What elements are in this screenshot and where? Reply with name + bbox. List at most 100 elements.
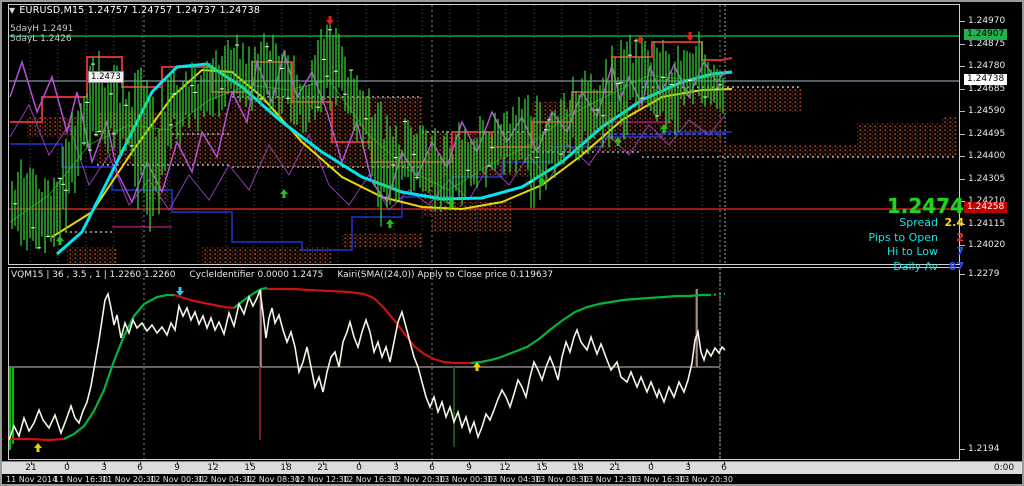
cycle-signal-curve	[267, 287, 471, 365]
price-badge: 1.24907	[964, 29, 1008, 40]
hour-tick	[286, 462, 287, 465]
hour-label: 0	[356, 463, 362, 473]
current-time-label: 0:00	[993, 463, 1015, 473]
buy-signal-arrow-icon	[386, 219, 394, 228]
main-chart-panel[interactable]	[8, 4, 960, 265]
axis-tick-mark	[960, 89, 965, 90]
info-row: Hi to Low 7	[868, 245, 964, 260]
vq-header-text: VQM15 | 36 , 3.5 , 1 | 1.2260 1.2260	[11, 270, 176, 280]
axis-tick-mark	[960, 156, 965, 157]
date-time-label: 11 Nov 20:30	[102, 475, 156, 484]
axis-tick-mark	[960, 134, 965, 135]
axis-tick-mark	[960, 449, 965, 450]
date-time-label: 12 Nov 00:30	[150, 475, 204, 484]
hour-tick	[250, 462, 251, 465]
collapse-triangle-icon[interactable]: ▼	[9, 6, 16, 15]
date-time-label: 11 Nov 16:30	[54, 475, 108, 484]
sell-signal-arrow-icon	[686, 32, 694, 41]
hour-label: 3	[393, 463, 399, 473]
price-axis-label: 1.2194	[968, 444, 1000, 454]
sell-signal-arrow-icon	[326, 16, 334, 25]
buy-signal-arrow-icon	[538, 177, 546, 186]
hour-tick	[104, 462, 105, 465]
ichimoku-cloud-region	[342, 234, 422, 247]
price-axis-label: 1.24780	[968, 61, 1006, 71]
hour-label: 9	[174, 463, 180, 473]
cycle-signal-curve	[470, 293, 709, 365]
hour-tick	[177, 462, 178, 465]
hour-label: 3	[101, 463, 107, 473]
price-axis-label: 1.24875	[968, 39, 1006, 49]
cycle-signal-curve	[63, 293, 174, 440]
price-axis-label: 1.24115	[968, 219, 1006, 229]
price-axis-label: 1.24210	[968, 196, 1006, 206]
info-value: 7	[956, 245, 964, 258]
hour-tick	[31, 462, 32, 465]
up-arrow-icon	[473, 362, 481, 371]
buy-signal-arrow-icon	[660, 124, 668, 133]
price-axis-label: 1.24400	[968, 151, 1006, 161]
hour-tick	[323, 462, 324, 465]
info-label: Pips to Open	[868, 230, 938, 244]
date-time-label: 11 Nov 2014	[6, 475, 58, 484]
info-row: Daily Av 87	[868, 260, 964, 275]
ichimoku-cloud-region	[202, 247, 332, 264]
up-arrow-icon	[34, 443, 42, 452]
axis-tick-mark	[960, 245, 965, 246]
time-axis[interactable]: 11 Nov 2014 11 Nov 16:30 11 Nov 20:30 12 No…	[2, 474, 1022, 484]
hour-label: 18	[280, 463, 292, 473]
info-label: Hi to Low	[886, 245, 938, 258]
main-chart-canvas[interactable]	[9, 5, 959, 264]
cycle-signal-curve	[233, 286, 268, 309]
price-tag-label: 1.2473	[88, 71, 124, 83]
cycle-signal-curve	[173, 293, 235, 310]
hour-label: 15	[536, 463, 548, 473]
blue-step-line	[10, 131, 732, 251]
info-value: 2	[956, 230, 964, 244]
chart-title: ▼ EURUSD,M15 1.24757 1.24757 1.24737 1.24…	[9, 5, 260, 16]
purple-zigzag-fast	[9, 49, 726, 204]
info-value: 87	[948, 259, 964, 273]
date-time-label: 13 Nov 16:30	[631, 475, 685, 484]
buy-signal-arrow-icon	[280, 189, 288, 198]
indicator-subpanel[interactable]	[8, 267, 960, 460]
cycle-signal-curve	[9, 437, 65, 442]
overlay-level-label: 5dayL 1.2426	[10, 34, 72, 44]
price-badge: 1.24738	[964, 74, 1008, 85]
price-axis-label: 1.24685	[968, 84, 1006, 94]
hour-tick	[688, 462, 689, 465]
axis-tick-mark	[960, 66, 965, 67]
hour-tick	[578, 462, 579, 465]
hour-tick	[542, 462, 543, 465]
info-label: Daily Av	[893, 259, 938, 273]
hour-label: 0	[64, 463, 70, 473]
price-axis-label: 1.24020	[968, 240, 1006, 250]
date-time-label: 13 Nov 04:30	[487, 475, 541, 484]
hour-scale-strip[interactable]: 21 0 3 6 9 12 15 18 21 0 3 6 9 12 15 18 21 0 3 6 0:00	[2, 461, 1022, 475]
info-row: Pips to Open 2	[868, 231, 964, 246]
info-row: Spread 2.4	[868, 216, 964, 231]
sell-signal-arrow-icon	[636, 35, 644, 44]
price-badge: 1.24258	[964, 202, 1008, 213]
hour-tick	[67, 462, 68, 465]
hour-label: 18	[572, 463, 584, 473]
axis-tick-mark	[960, 111, 965, 112]
axis-tick-mark	[960, 274, 965, 275]
yellow-ma	[51, 68, 733, 238]
axis-tick-mark	[960, 224, 965, 225]
indicator-canvas[interactable]	[9, 268, 959, 459]
date-time-label: 12 Nov 16:30	[343, 475, 397, 484]
price-axis-label: 1.24590	[968, 106, 1006, 116]
ichimoku-cloud-region	[642, 87, 802, 122]
hour-tick	[140, 462, 141, 465]
hour-tick	[651, 462, 652, 465]
info-label: Spread	[899, 216, 938, 229]
price-axis-label: 1.24495	[968, 129, 1006, 139]
info-value: 2.4	[944, 216, 965, 229]
hour-tick	[432, 462, 433, 465]
hour-label: 6	[429, 463, 435, 473]
date-time-label: 13 Nov 12:30	[583, 475, 637, 484]
hour-tick	[213, 462, 214, 465]
hour-label: 6	[137, 463, 143, 473]
